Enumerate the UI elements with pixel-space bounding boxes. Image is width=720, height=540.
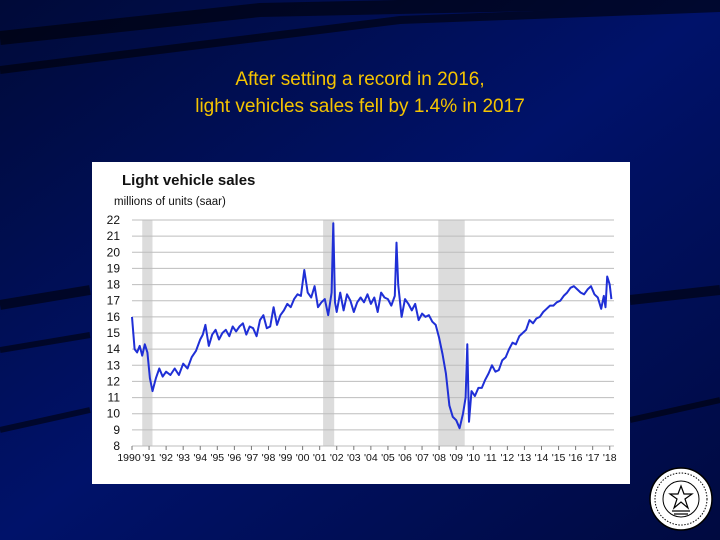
chart-title: Light vehicle sales	[122, 172, 255, 189]
federal-reserve-seal-icon	[649, 467, 713, 531]
x-tick-label-4: '93	[176, 452, 190, 464]
y-tick-label-16: 16	[107, 310, 121, 324]
y-axis-label: millions of units (saar)	[114, 196, 226, 208]
slide-title-line-1: After setting a record in 2016,	[235, 69, 485, 90]
x-tick-label-25: '14	[535, 452, 549, 464]
y-tick-label-10: 10	[107, 407, 121, 421]
x-tick-label-1: 1990	[117, 452, 141, 464]
y-tick-label-19: 19	[107, 261, 121, 275]
x-tick-label-29: '18	[603, 452, 617, 464]
y-tick-label-18: 18	[107, 278, 121, 292]
x-tick-label-9: '98	[262, 452, 276, 464]
x-tick-label-2: '91	[142, 452, 156, 464]
chart-panel: 8 9 10 11 12 13 14 15 16 17 18 19 20 21 22 1990'91'92 '…	[92, 162, 630, 484]
y-tick-label-15: 15	[107, 326, 121, 340]
y-axis-ticks: 8 9 10 11 12 13 14 15 16 17 18 19 20 21 22	[107, 213, 121, 453]
x-tick-label-16: '05	[381, 452, 395, 464]
x-tick-label-13: '02	[330, 452, 344, 464]
y-tick-label-14: 14	[107, 342, 121, 356]
series-lines	[131, 222, 613, 430]
y-tick-label-12: 12	[107, 374, 121, 388]
y-tick-label-8: 8	[113, 439, 120, 453]
x-tick-label-20: '09	[449, 452, 463, 464]
y-tick-label-20: 20	[107, 245, 121, 259]
x-tick-label-12: '01	[313, 452, 327, 464]
x-tick-label-10: '99	[279, 452, 293, 464]
x-tick-label-3: '92	[159, 452, 173, 464]
slide-title-line-2: light vehicles sales fell by 1.4% in 201…	[195, 96, 525, 117]
slide-title: After setting a record in 2016, light ve…	[0, 66, 720, 120]
x-tick-label-15: '04	[364, 452, 378, 464]
grid-lines	[132, 219, 614, 447]
y-tick-label-9: 9	[113, 423, 120, 437]
x-tick-label-27: '16	[569, 452, 583, 464]
y-tick-label-13: 13	[107, 358, 121, 372]
x-tick-label-19: '08	[432, 452, 446, 464]
x-tick-label-23: '12	[501, 452, 515, 464]
x-tick-label-17: '06	[398, 452, 412, 464]
y-tick-label-11: 11	[108, 391, 121, 405]
x-tick-label-11: '00	[296, 452, 310, 464]
x-tick-label-26: '15	[552, 452, 566, 464]
x-tick-label-5: '94	[193, 452, 207, 464]
x-tick-label-28: '17	[586, 452, 600, 464]
x-axis-ticks: 1990'91'92'93'94'95 '96'97'98'99'00'01'02…	[117, 446, 617, 464]
x-tick-label-21: '10	[466, 452, 480, 464]
x-tick-label-8: '97	[245, 452, 259, 464]
x-tick-label-14: '03	[347, 452, 361, 464]
series-line-1	[131, 222, 613, 430]
y-tick-label-17: 17	[107, 294, 121, 308]
x-tick-label-7: '96	[228, 452, 242, 464]
y-tick-label-21: 21	[107, 229, 121, 243]
x-tick-label-6: '95	[210, 452, 224, 464]
x-tick-label-24: '13	[518, 452, 532, 464]
x-tick-label-22: '11	[484, 452, 497, 464]
x-tick-label-18: '07	[415, 452, 429, 464]
y-tick-label-22: 22	[107, 213, 121, 227]
